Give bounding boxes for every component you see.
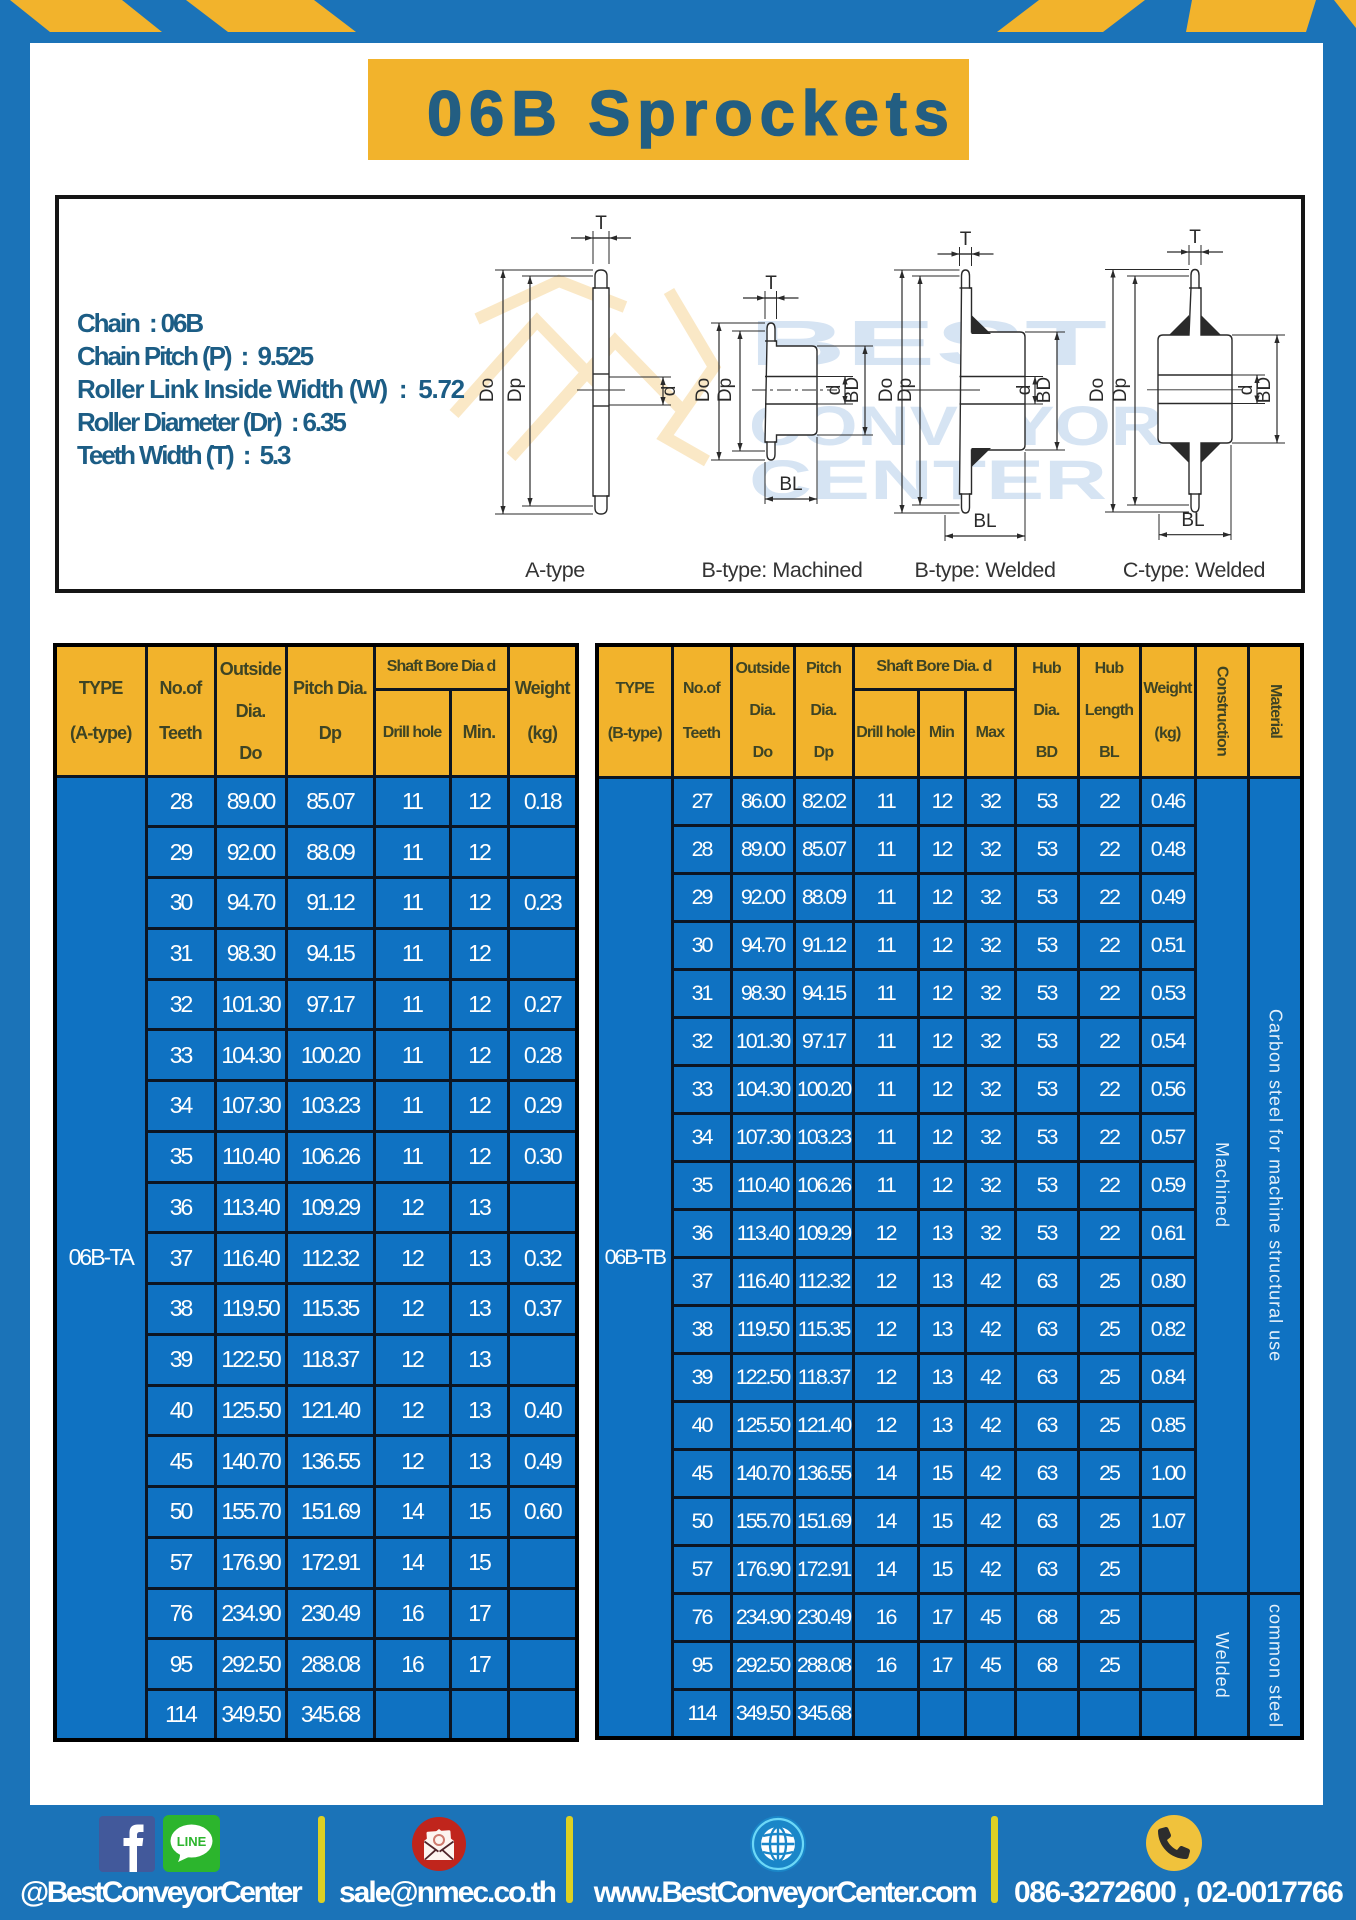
svg-text:T: T xyxy=(765,273,777,294)
svg-text:B-type: Welded: B-type: Welded xyxy=(915,558,1056,582)
svg-text:BD: BD xyxy=(1254,377,1275,403)
svg-text:T: T xyxy=(1189,227,1201,248)
svg-text:d: d xyxy=(1236,385,1257,396)
svg-text:BL: BL xyxy=(779,474,802,495)
svg-text:BL: BL xyxy=(973,511,996,532)
svg-text:Dp: Dp xyxy=(1110,378,1131,402)
svg-text:BL: BL xyxy=(1181,510,1204,531)
svg-text:d: d xyxy=(1014,385,1035,396)
svg-text:T: T xyxy=(595,213,607,234)
svg-text:C-type: Welded: C-type: Welded xyxy=(1123,558,1265,582)
svg-text:LINE: LINE xyxy=(177,1834,207,1849)
svg-text:Do: Do xyxy=(1087,378,1108,402)
svg-text:B-type: Machined: B-type: Machined xyxy=(702,558,863,582)
svg-text:d: d xyxy=(824,385,845,396)
svg-text:T: T xyxy=(960,229,972,250)
svg-text:Do: Do xyxy=(876,378,897,402)
svg-text:BD: BD xyxy=(1034,377,1055,403)
svg-text:Dp: Dp xyxy=(505,378,526,402)
svg-text:Do: Do xyxy=(693,378,714,402)
svg-text:Do: Do xyxy=(477,378,498,402)
svg-text:d: d xyxy=(659,386,680,397)
svg-text:A-type: A-type xyxy=(525,558,585,582)
svg-text:Dp: Dp xyxy=(895,378,916,402)
svg-text:CENTER: CENTER xyxy=(749,448,1107,511)
svg-text:BD: BD xyxy=(842,377,863,403)
svg-text:Dp: Dp xyxy=(715,378,736,402)
